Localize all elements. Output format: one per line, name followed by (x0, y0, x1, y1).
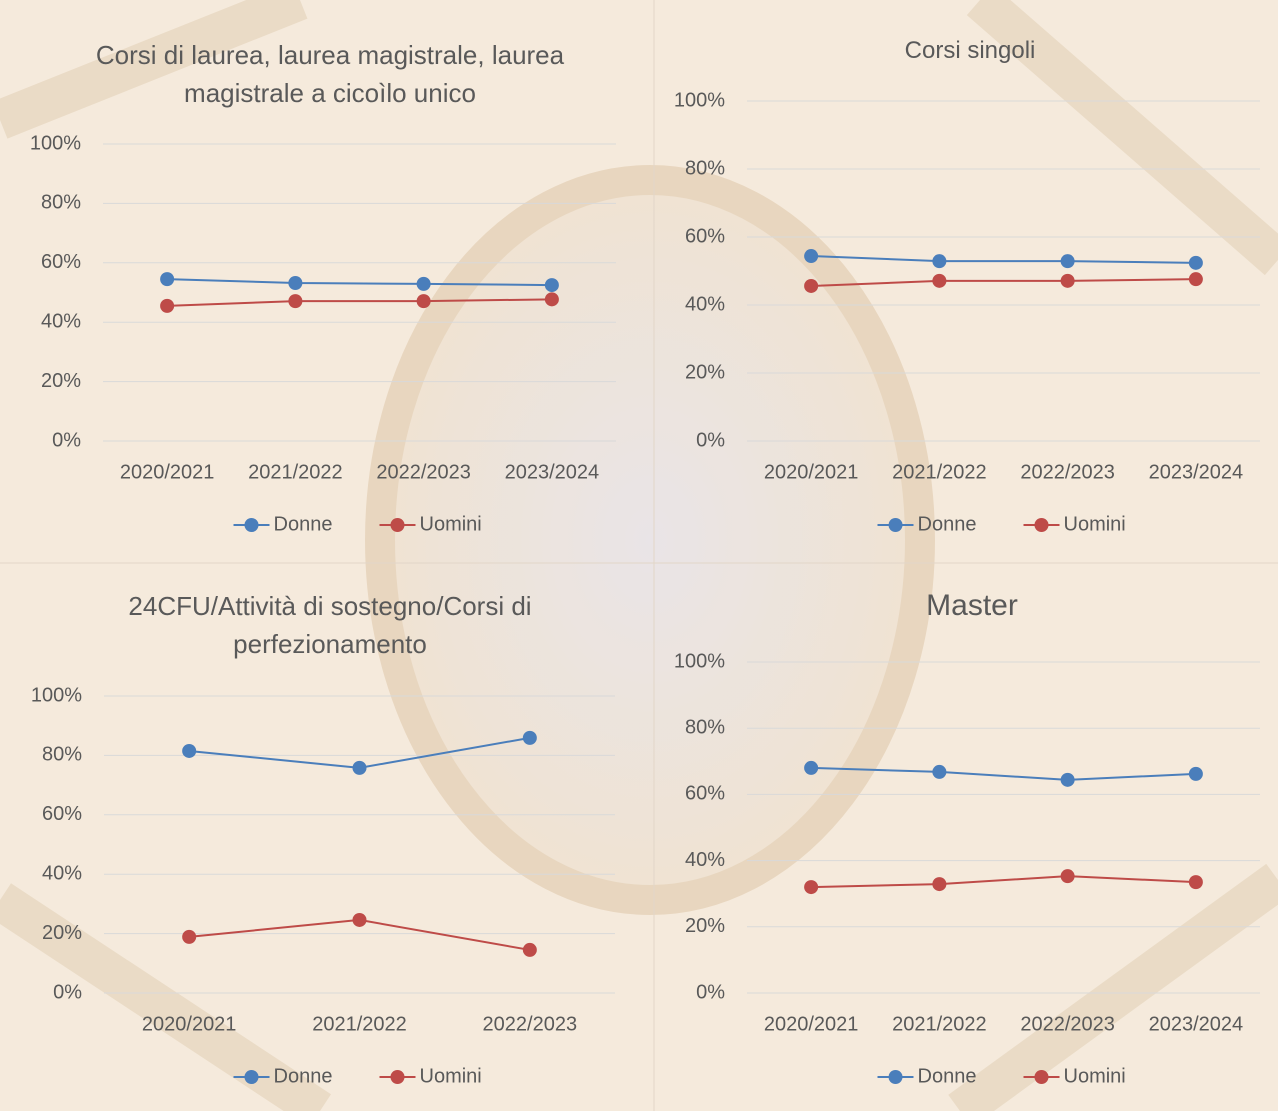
legend-label: Donne (274, 513, 333, 535)
y-tick-label: 100% (674, 89, 725, 111)
data-point (1060, 254, 1075, 269)
legend-marker (888, 1070, 903, 1084)
chart-title: 24CFU/Attività di sostegno/Corsi di perf… (128, 591, 532, 659)
x-tick-label: 2022/2023 (1020, 1013, 1115, 1035)
data-point (182, 929, 197, 944)
y-tick-label: 100% (30, 132, 81, 154)
data-point (1060, 869, 1075, 884)
y-tick-label: 40% (685, 849, 725, 871)
y-tick-label: 60% (41, 251, 81, 273)
y-tick-label: 0% (696, 429, 725, 451)
x-tick-label: 2021/2022 (248, 461, 343, 483)
data-point (352, 760, 367, 775)
series-line (811, 766, 1196, 781)
x-tick-label: 2022/2023 (376, 461, 471, 483)
data-point (804, 249, 819, 264)
chart-title: Corsi singoli (904, 37, 1036, 64)
legend-label: Donne (274, 1065, 333, 1087)
legend-marker (1034, 518, 1049, 532)
legend-marker (888, 518, 903, 532)
y-tick-label: 60% (685, 783, 725, 805)
data-point (288, 275, 303, 290)
y-tick-label: 80% (42, 744, 82, 766)
y-tick-label: 80% (685, 716, 725, 738)
y-tick-label: 40% (42, 862, 82, 884)
x-tick-label: 2020/2021 (120, 461, 215, 483)
data-point (932, 764, 947, 779)
y-tick-label: 100% (31, 684, 82, 706)
x-tick-label: 2021/2022 (892, 1013, 987, 1035)
series-line (811, 875, 1196, 889)
data-point (160, 272, 175, 287)
y-tick-label: 20% (685, 915, 725, 937)
data-point (182, 743, 197, 758)
data-point (1188, 272, 1203, 287)
x-tick-label: 2021/2022 (312, 1013, 407, 1035)
data-point (288, 294, 303, 309)
x-tick-label: 2023/2024 (505, 461, 600, 483)
data-point (544, 292, 559, 307)
y-tick-label: 0% (696, 981, 725, 1003)
chart-title: Master (926, 589, 1018, 622)
data-point (160, 298, 175, 313)
x-tick-label: 2023/2024 (1149, 1013, 1244, 1035)
y-tick-label: 20% (685, 361, 725, 383)
data-point (1188, 875, 1203, 890)
y-tick-label: 60% (42, 803, 82, 825)
data-point (1060, 273, 1075, 288)
data-point (932, 273, 947, 288)
legend-label: Donne (918, 513, 977, 535)
x-tick-label: 2020/2021 (764, 1013, 859, 1035)
x-tick-label: 2022/2023 (1020, 461, 1115, 483)
y-tick-label: 80% (41, 192, 81, 214)
y-tick-label: 80% (685, 157, 725, 179)
y-tick-label: 0% (52, 429, 81, 451)
data-point (804, 278, 819, 293)
chart-title: Corsi di laurea, laurea magistrale, laur… (95, 40, 565, 108)
legend-label: Uomini (1064, 1065, 1126, 1087)
series-line (811, 255, 1196, 264)
legend-marker (390, 518, 405, 532)
x-tick-label: 2022/2023 (483, 1013, 578, 1035)
y-tick-label: 60% (685, 225, 725, 247)
legend-label: Donne (918, 1065, 977, 1087)
legend-marker (244, 1070, 259, 1084)
x-tick-label: 2021/2022 (892, 461, 987, 483)
data-point (1060, 772, 1075, 787)
series-line (167, 298, 552, 307)
x-tick-label: 2020/2021 (142, 1013, 237, 1035)
data-point (522, 942, 537, 957)
data-point (804, 880, 819, 895)
data-point (1188, 255, 1203, 270)
data-point (544, 278, 559, 293)
data-point (1188, 766, 1203, 781)
data-point (804, 760, 819, 775)
data-point (416, 276, 431, 291)
y-tick-label: 20% (42, 922, 82, 944)
series-line (167, 278, 552, 287)
legend-label: Uomini (420, 1065, 482, 1087)
data-point (416, 294, 431, 309)
y-tick-label: 40% (685, 293, 725, 315)
legend-marker (390, 1070, 405, 1084)
legend-marker (244, 518, 259, 532)
data-point (932, 877, 947, 892)
data-point (352, 912, 367, 927)
x-tick-label: 2023/2024 (1149, 461, 1244, 483)
y-tick-label: 100% (674, 650, 725, 672)
y-tick-label: 40% (41, 310, 81, 332)
legend-label: Uomini (1064, 513, 1126, 535)
series-line (811, 278, 1196, 287)
legend-label: Uomini (420, 513, 482, 535)
data-point (522, 730, 537, 745)
y-tick-label: 0% (53, 981, 82, 1003)
data-point (932, 254, 947, 269)
x-tick-label: 2020/2021 (764, 461, 859, 483)
legend-marker (1034, 1070, 1049, 1084)
y-tick-label: 20% (41, 370, 81, 392)
